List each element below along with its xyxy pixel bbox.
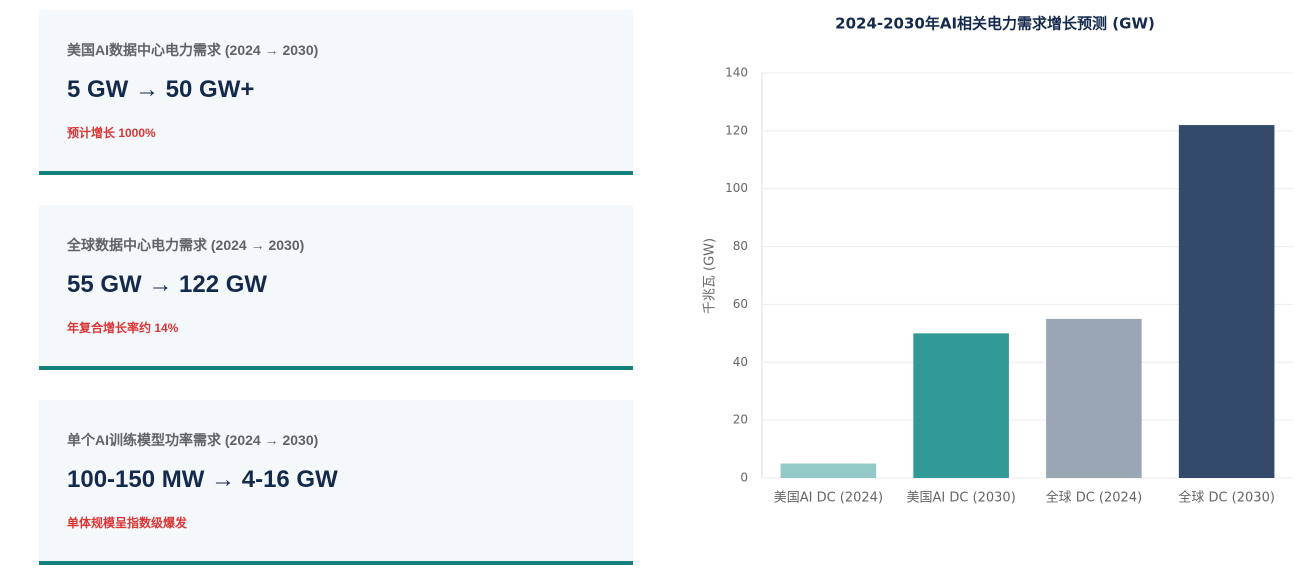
- bar: [780, 463, 877, 478]
- y-tick-label: 120: [725, 123, 748, 137]
- y-tick-label: 40: [733, 355, 748, 369]
- x-tick-label: 美国AI DC (2030): [906, 491, 1015, 506]
- bar: [1178, 125, 1275, 479]
- bar: [1046, 318, 1142, 478]
- card-title: 全球数据中心电力需求 (2024 → 2030): [67, 237, 305, 253]
- card-note: 年复合增长率约 14%: [67, 321, 179, 335]
- x-tick-label: 全球 DC (2030): [1178, 490, 1275, 506]
- chart: 2024-2030年AI相关电力需求增长预测 (GW) 千兆瓦 (GW) 0 20…: [703, 15, 1293, 506]
- y-axis-label: 千兆瓦 (GW): [703, 238, 718, 314]
- card-note: 预计增长 1000%: [67, 126, 156, 140]
- y-tick-label: 80: [733, 239, 748, 253]
- y-tick-label: 140: [725, 66, 748, 80]
- y-tick-label: 60: [733, 297, 748, 311]
- y-tick-label: 0: [740, 471, 748, 485]
- card-value: 100-150 MW → 4-16 GW: [67, 466, 338, 493]
- stat-card: 美国AI数据中心电力需求 (2024 → 2030) 5 GW → 50 GW+…: [39, 10, 633, 175]
- y-tick-label: 20: [733, 413, 748, 427]
- x-tick-label: 美国AI DC (2024): [774, 491, 883, 506]
- card-title: 单个AI训练模型功率需求 (2024 → 2030): [67, 432, 319, 448]
- bar: [913, 333, 1009, 478]
- card-value: 55 GW → 122 GW: [67, 271, 268, 298]
- card-title: 美国AI数据中心电力需求 (2024 → 2030): [67, 42, 319, 58]
- x-tick-label: 全球 DC (2024): [1046, 490, 1143, 506]
- card-value: 5 GW → 50 GW+: [67, 76, 255, 103]
- card-note: 单体规模呈指数级爆发: [67, 516, 188, 530]
- y-tick-label: 100: [725, 181, 748, 195]
- stat-card: 单个AI训练模型功率需求 (2024 → 2030) 100-150 MW → …: [39, 400, 633, 565]
- chart-title: 2024-2030年AI相关电力需求增长预测 (GW): [835, 15, 1155, 33]
- stat-card: 全球数据中心电力需求 (2024 → 2030) 55 GW → 122 GW …: [39, 205, 633, 370]
